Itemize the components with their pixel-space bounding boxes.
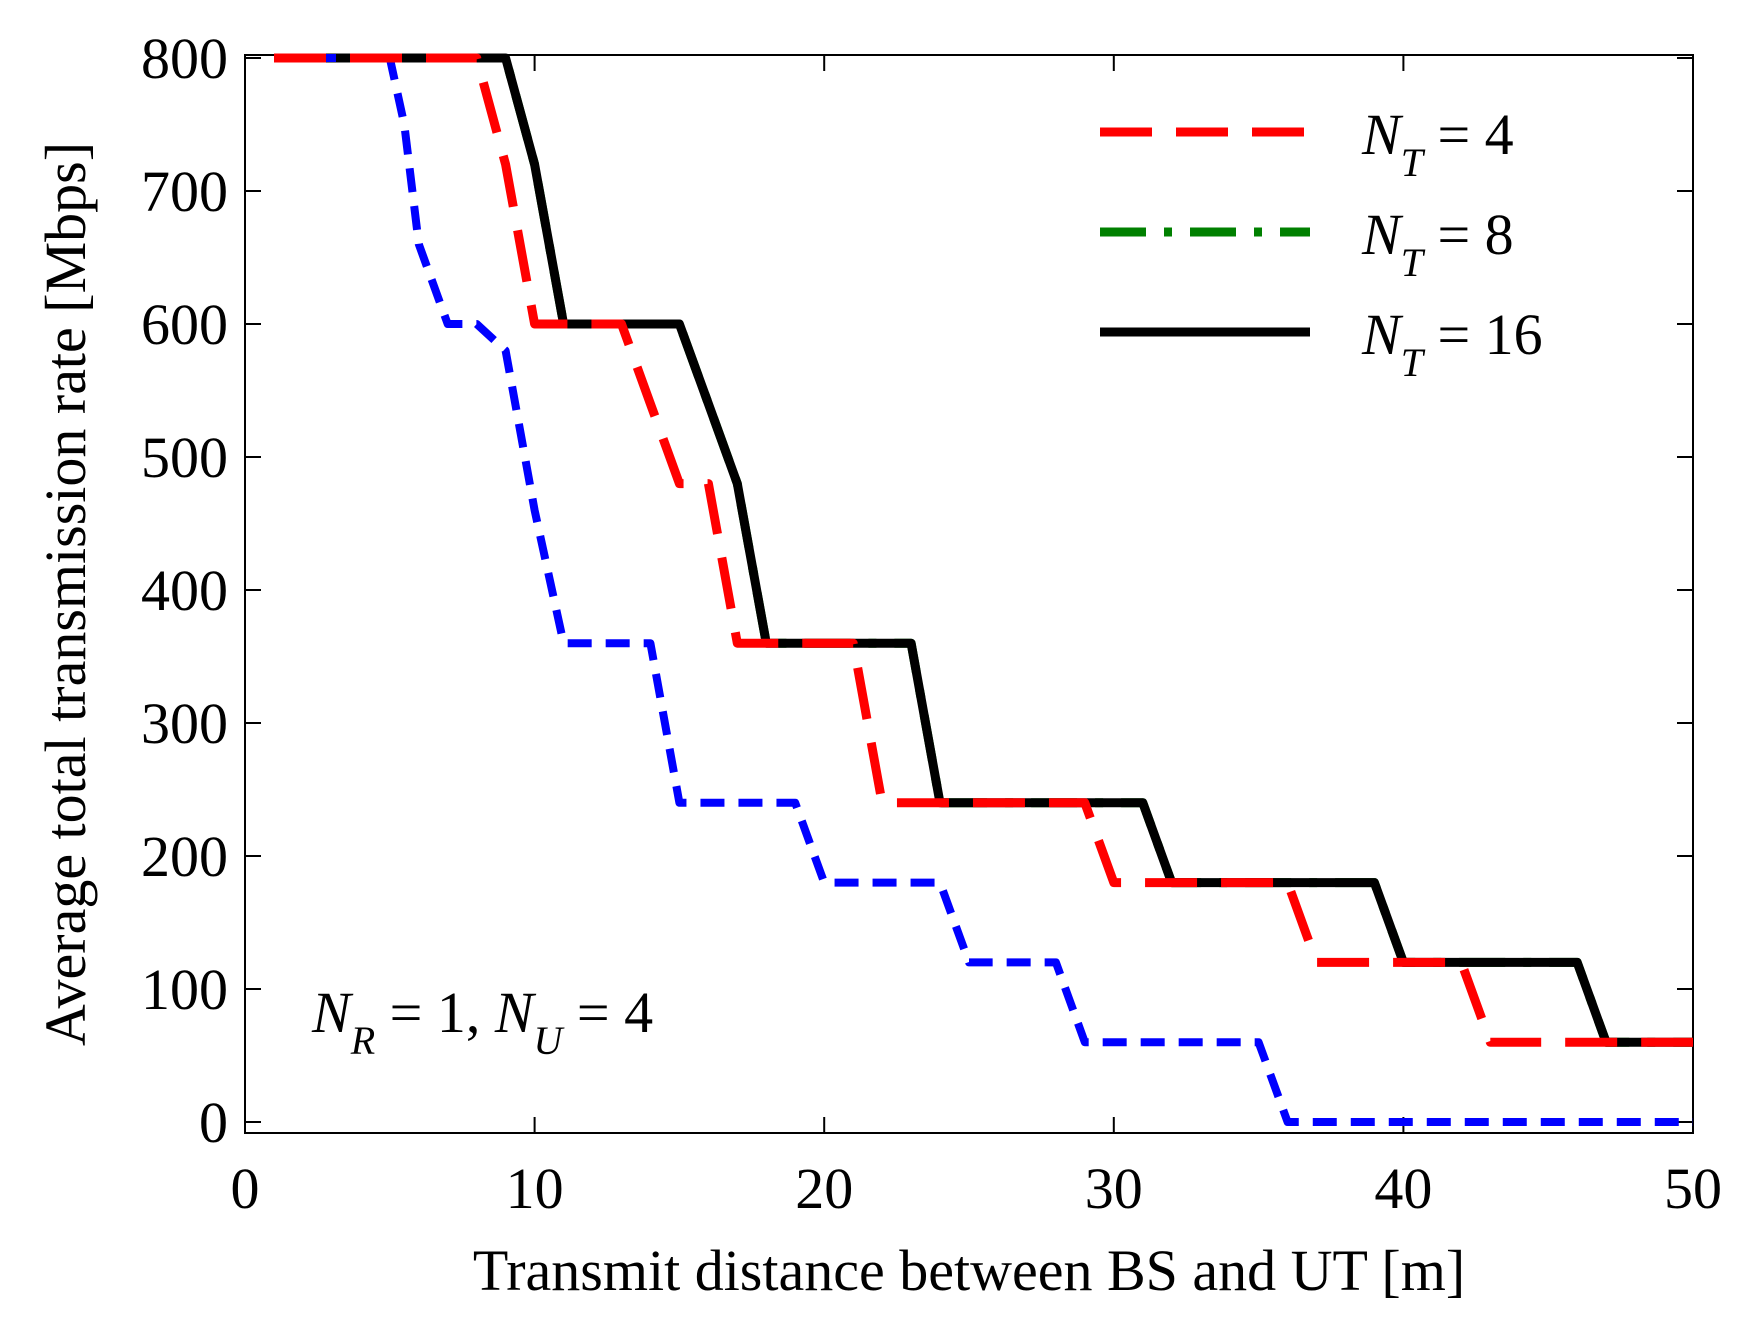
x-tick-label: 10 — [506, 1156, 564, 1221]
legend-label: NT = 4 — [1361, 102, 1514, 185]
y-tick-label: 300 — [141, 691, 228, 756]
y-tick-label: 200 — [141, 824, 228, 889]
y-tick-label: 0 — [199, 1090, 228, 1155]
series-line — [274, 54, 1693, 1126]
legend-label: NT = 16 — [1361, 302, 1543, 385]
y-tick-label: 800 — [141, 26, 228, 91]
annotation-label: NR = 1, NU = 4 — [311, 980, 653, 1063]
y-tick-label: 100 — [141, 957, 228, 1022]
x-tick-label: 30 — [1085, 1156, 1143, 1221]
y-axis-title: Average total transmission rate [Mbps] — [33, 142, 98, 1046]
x-tick-label: 20 — [795, 1156, 853, 1221]
y-tick-label: 500 — [141, 425, 228, 490]
legend-label: NT = 8 — [1361, 202, 1514, 285]
y-tick-label: 700 — [141, 159, 228, 224]
y-tick-label: 600 — [141, 292, 228, 357]
x-axis-title: Transmit distance between BS and UT [m] — [473, 1238, 1465, 1303]
series-lines — [274, 53, 1693, 1126]
x-tick-label: 0 — [231, 1156, 260, 1221]
y-tick-label: 400 — [141, 558, 228, 623]
x-tick-label: 50 — [1664, 1156, 1722, 1221]
plot-frame — [244, 54, 1694, 1134]
x-tick-label: 40 — [1374, 1156, 1432, 1221]
series-line — [274, 53, 1693, 1047]
annotation: NR = 1, NU = 4 — [311, 980, 653, 1063]
legend: NT = 4 NT = 8 NT = 16 — [1100, 102, 1543, 385]
